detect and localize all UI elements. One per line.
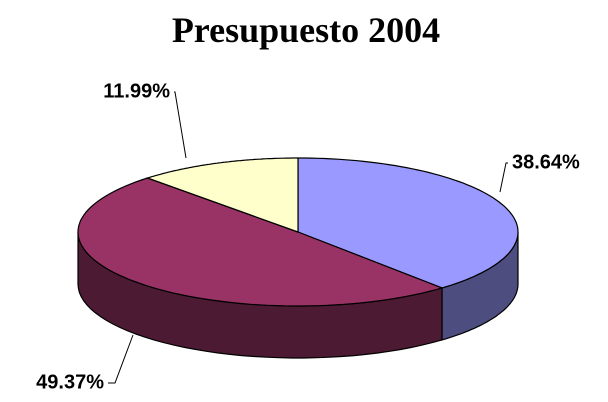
pie-slice (297, 157, 519, 289)
data-label: 11.99% (103, 80, 170, 102)
leader-line (499, 162, 508, 193)
chart-title: Presupuesto 2004 (172, 10, 440, 50)
data-label: 38.64% (512, 151, 580, 173)
leader-line (174, 91, 187, 159)
leader-line (108, 334, 134, 384)
pie-slice (77, 177, 444, 307)
pie-slice (145, 157, 299, 233)
data-label: 49.37% (36, 371, 104, 393)
